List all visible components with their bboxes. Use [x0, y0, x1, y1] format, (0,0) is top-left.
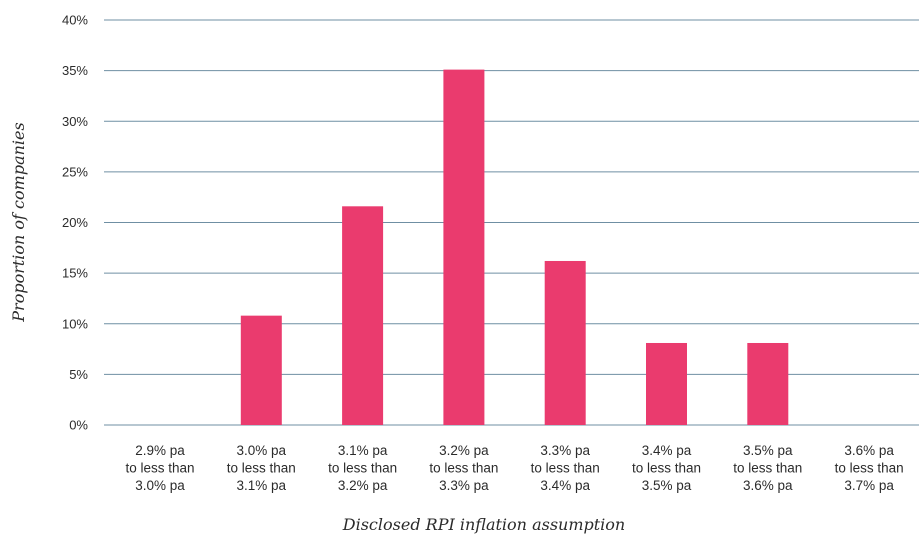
- y-tick-label: 25%: [62, 164, 88, 179]
- x-axis-title: Disclosed RPI inflation assumption: [342, 515, 625, 534]
- bar: [747, 342, 789, 425]
- y-tick-label: 30%: [62, 114, 88, 129]
- x-category-label: 3.0% pa to less than 3.1% pa: [227, 443, 296, 493]
- bar: [544, 260, 586, 425]
- gridlines: [104, 19, 919, 426]
- x-category-label: 2.9% pa to less than 3.0% pa: [125, 443, 194, 493]
- bar: [646, 342, 687, 425]
- x-axis-category-labels: 2.9% pa to less than 3.0% pa 3.0% pa to less…: [125, 443, 903, 493]
- y-tick-label: 15%: [62, 266, 88, 281]
- y-tick-label: 10%: [62, 316, 88, 331]
- x-category-label: 3.3% pa to less than 3.4% pa: [531, 443, 600, 493]
- y-axis-tick-labels: 0% 5% 10% 15% 20% 25% 30% 35% 40%: [62, 13, 88, 433]
- bar: [342, 206, 384, 425]
- bars: [240, 69, 789, 426]
- y-tick-label: 35%: [62, 63, 88, 78]
- x-category-label: 3.2% pa to less than 3.3% pa: [429, 443, 498, 493]
- y-tick-label: 5%: [69, 367, 88, 382]
- x-category-label: 3.5% pa to less than 3.6% pa: [733, 443, 802, 493]
- bar: [443, 69, 485, 426]
- x-category-label: 3.4% pa to less than 3.5% pa: [632, 443, 701, 493]
- x-category-label: 3.6% pa to less than 3.7% pa: [835, 443, 904, 493]
- y-axis-title: Proportion of companies: [9, 122, 28, 322]
- y-tick-label: 40%: [62, 13, 88, 28]
- bar: [240, 315, 282, 425]
- y-tick-label: 0%: [69, 418, 88, 433]
- y-tick-label: 20%: [62, 215, 88, 230]
- x-category-label: 3.1% pa to less than 3.2% pa: [328, 443, 397, 493]
